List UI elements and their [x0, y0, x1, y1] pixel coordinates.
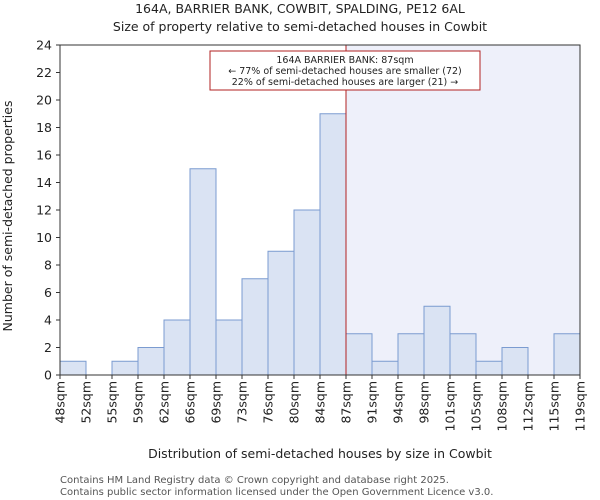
bar-94sqm	[397, 333, 425, 376]
y-tick-label: 6	[44, 285, 52, 300]
bar-48sqm	[59, 360, 87, 376]
bar-108sqm	[501, 347, 529, 376]
bar-55sqm	[111, 360, 139, 376]
y-tick-label: 22	[36, 65, 52, 80]
y-tick-label: 18	[36, 120, 52, 135]
y-axis-label: Number of semi-detached properties	[0, 101, 15, 332]
bar-87sqm	[345, 333, 373, 376]
x-tick-label: 94sqm	[391, 381, 406, 424]
bar-59sqm	[137, 347, 165, 376]
bar-91sqm	[371, 360, 399, 376]
x-tick-label: 101sqm	[443, 381, 458, 431]
bars	[59, 113, 581, 376]
bar-80sqm	[293, 209, 321, 376]
footer-line-2: Contains public sector information licen…	[60, 487, 493, 498]
y-tick-label: 20	[36, 93, 52, 108]
y-tick-label: 8	[44, 258, 52, 273]
x-tick-label: 66sqm	[183, 381, 198, 424]
x-tick-label: 52sqm	[79, 381, 94, 424]
y-tick-label: 0	[44, 368, 52, 383]
larger-region-shade	[346, 45, 580, 375]
chart-title: 164A, BARRIER BANK, COWBIT, SPALDING, PE…	[135, 1, 465, 16]
bar-73sqm	[241, 278, 269, 376]
bar-101sqm	[449, 333, 477, 376]
y-tick-label: 2	[44, 340, 52, 355]
x-tick-label: 69sqm	[209, 381, 224, 424]
annotation-line-2: ← 77% of semi-detached houses are smalle…	[228, 66, 462, 77]
x-tick-label: 91sqm	[365, 381, 380, 424]
chart-subtitle: Size of property relative to semi-detach…	[113, 19, 487, 34]
x-tick-label: 112sqm	[521, 381, 536, 431]
x-tick-label: 119sqm	[573, 381, 588, 431]
x-tick-label: 105sqm	[469, 381, 484, 431]
bar-98sqm	[423, 305, 451, 376]
bar-62sqm	[163, 319, 191, 376]
y-tick-label: 16	[36, 148, 52, 163]
x-tick-label: 80sqm	[287, 381, 302, 424]
x-tick-label: 62sqm	[157, 381, 172, 424]
x-tick-label: 98sqm	[417, 381, 432, 424]
x-tick-label: 59sqm	[131, 381, 146, 424]
bar-69sqm	[215, 319, 243, 376]
x-tick-label: 115sqm	[547, 381, 562, 431]
annotation-box	[209, 50, 481, 91]
y-tick-label: 10	[36, 230, 52, 245]
y-tick-label: 4	[44, 313, 52, 328]
x-axis-label: Distribution of semi-detached houses by …	[148, 446, 492, 461]
y-tick-label: 12	[36, 203, 52, 218]
x-tick-label: 73sqm	[235, 381, 250, 424]
bar-105sqm	[475, 360, 503, 376]
plot-frame	[59, 44, 581, 376]
footer-line-1: Contains HM Land Registry data © Crown c…	[60, 475, 449, 486]
bar-115sqm	[553, 333, 581, 376]
x-tick-label: 87sqm	[339, 381, 354, 424]
bar-66sqm	[189, 168, 217, 376]
x-tick-label: 48sqm	[53, 381, 68, 424]
x-axis-ticks: 48sqm 52sqm 55sqm 59sqm 62sqm 66sqm 69sqm 73sqm…	[53, 375, 588, 431]
x-tick-label: 84sqm	[313, 381, 328, 424]
annotation-line-1: 164A BARRIER BANK: 87sqm	[276, 55, 413, 66]
annotation-line-3: 22% of semi-detached houses are larger (…	[232, 77, 459, 88]
bar-84sqm	[319, 113, 347, 376]
x-tick-label: 108sqm	[495, 381, 510, 431]
bar-76sqm	[267, 250, 295, 376]
y-tick-label: 24	[36, 38, 52, 53]
y-tick-label: 14	[36, 175, 52, 190]
x-tick-label: 76sqm	[261, 381, 276, 424]
x-tick-label: 55sqm	[105, 381, 120, 424]
